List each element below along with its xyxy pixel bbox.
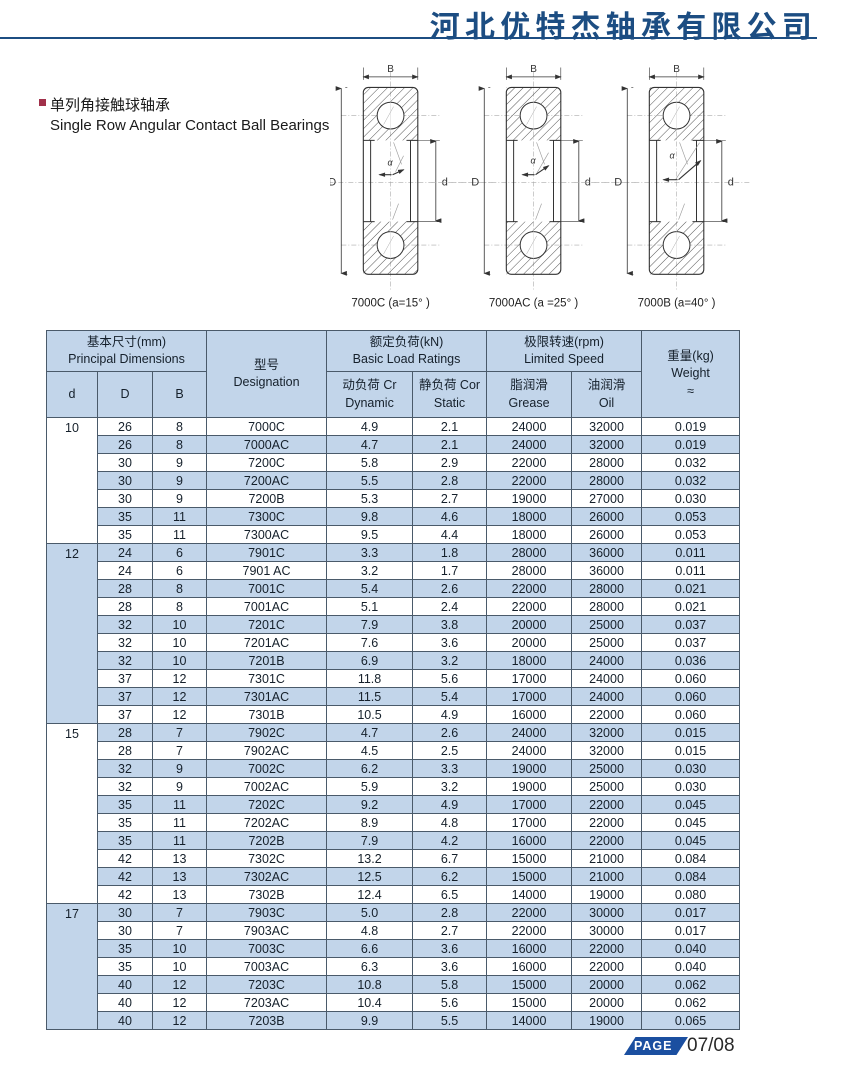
svg-text:α: α (388, 158, 394, 168)
svg-text:B: B (673, 64, 680, 75)
svg-text:7000C (a=15° ): 7000C (a=15° ) (351, 297, 430, 309)
svg-text:7000AC (a =25° ): 7000AC (a =25° ) (489, 297, 578, 309)
svg-text:D: D (614, 177, 622, 189)
svg-text:D: D (330, 177, 336, 189)
svg-text:D: D (471, 177, 479, 189)
svg-text:d: d (728, 177, 734, 189)
svg-text:7000B (a=40° ): 7000B (a=40° ) (638, 297, 716, 309)
svg-text:α: α (670, 151, 676, 161)
svg-text:B: B (387, 64, 394, 75)
svg-text:α: α (531, 156, 537, 166)
svg-text:B: B (530, 64, 537, 75)
